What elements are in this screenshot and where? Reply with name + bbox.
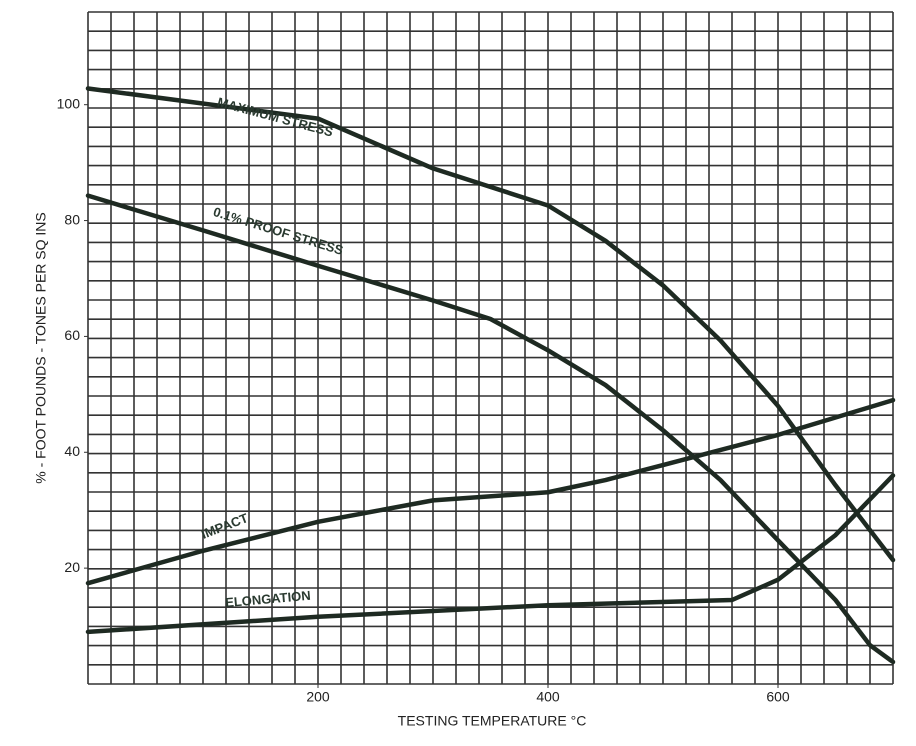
y-tick-label: 40 <box>64 443 80 459</box>
y-tick-label: 20 <box>64 559 80 575</box>
x-tick-label: 600 <box>766 689 790 705</box>
line-series <box>85 193 896 665</box>
y-tick-label: 80 <box>64 211 80 227</box>
line-series <box>85 397 896 586</box>
y-axis-label: % - FOOT POUNDS - TONES PER SQ INS <box>33 212 49 484</box>
series-label: 0.1% PROOF STRESS <box>212 204 346 258</box>
series-label: IMPACT <box>199 510 250 542</box>
series-label: ELONGATION <box>225 588 312 610</box>
y-tick-label: 60 <box>64 327 80 343</box>
x-axis-label: TESTING TEMPERATURE °C <box>398 713 587 729</box>
y-tick-label: 100 <box>57 95 81 111</box>
x-tick-label: 200 <box>306 689 330 705</box>
line-series <box>85 86 896 563</box>
x-tick-label: 400 <box>536 689 560 705</box>
line-series <box>85 473 896 635</box>
